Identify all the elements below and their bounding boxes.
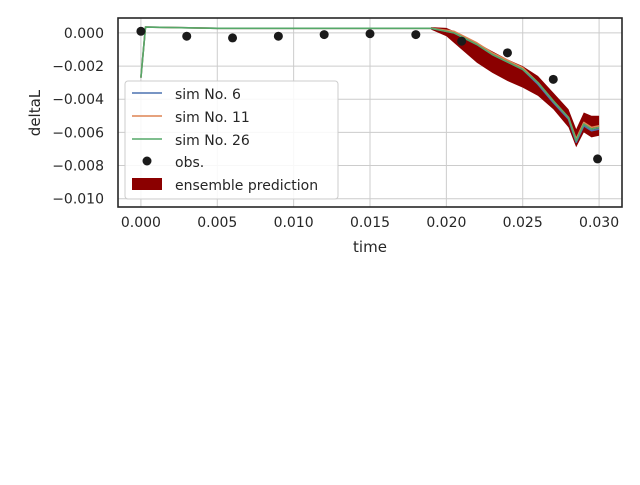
plot-frame xyxy=(117,17,623,208)
x-tick-label: 0.030 xyxy=(579,215,619,231)
obs-point xyxy=(136,26,146,36)
y-tick-label: −0.008 xyxy=(52,159,104,175)
x-ticks: 0.000 0.005 0.010 0.015 0.020 0.025 0.030 xyxy=(121,215,619,231)
series-line-2 xyxy=(140,26,600,142)
legend-label-obs: obs. xyxy=(175,155,204,171)
y-axis-label: deltaL xyxy=(26,89,44,136)
ensemble-band xyxy=(431,27,600,148)
y-ticks: 0.000 −0.002 −0.004 −0.006 −0.008 −0.010 xyxy=(52,26,104,208)
legend-marker-obs xyxy=(142,156,152,166)
x-axis-label: time xyxy=(353,238,387,256)
obs-point xyxy=(273,31,283,41)
obs-point xyxy=(182,31,192,41)
obs-layer xyxy=(136,26,603,164)
x-tick-label: 0.025 xyxy=(503,215,543,231)
legend-label-sim-11: sim No. 11 xyxy=(175,110,250,126)
legend-label-sim-6: sim No. 6 xyxy=(175,87,241,103)
x-tick-label: 0.015 xyxy=(350,215,390,231)
x-tick-label: 0.000 xyxy=(121,215,161,231)
x-tick-label: 0.005 xyxy=(197,215,237,231)
y-tick-label: −0.010 xyxy=(52,192,104,208)
y-tick-label: 0.000 xyxy=(64,26,104,42)
y-tick-label: −0.002 xyxy=(52,59,104,75)
obs-point xyxy=(228,33,238,43)
obs-point xyxy=(365,29,375,39)
y-tick-label: −0.004 xyxy=(52,92,104,108)
obs-point xyxy=(502,48,512,58)
legend-label-ensemble: ensemble prediction xyxy=(175,178,318,194)
ensemble-layer xyxy=(431,27,600,148)
obs-point xyxy=(411,30,421,40)
obs-point xyxy=(457,36,467,46)
legend-box xyxy=(124,80,339,200)
obs-point xyxy=(319,30,329,40)
obs-point xyxy=(593,154,603,164)
y-tick-label: −0.006 xyxy=(52,125,104,141)
x-tick-label: 0.010 xyxy=(274,215,314,231)
obs-point xyxy=(548,74,558,84)
legend-label-sim-26: sim No. 26 xyxy=(175,133,250,149)
legend: sim No. 6 sim No. 11 sim No. 26 obs. ens… xyxy=(124,80,339,200)
legend-patch-ensemble xyxy=(132,178,162,190)
x-tick-label: 0.020 xyxy=(426,215,466,231)
series-layer xyxy=(140,26,600,144)
